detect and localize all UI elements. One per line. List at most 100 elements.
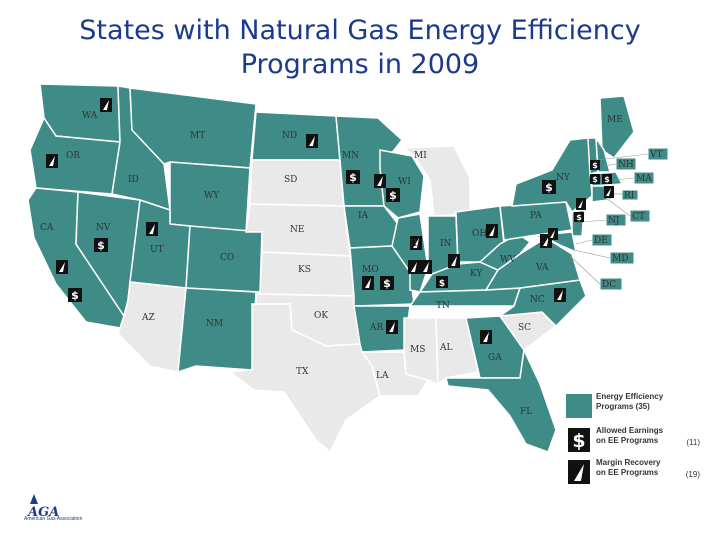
dollar-icon: $ <box>94 238 108 252</box>
leaf-icon <box>566 460 592 484</box>
label-ga: GA <box>488 353 502 363</box>
label-ia: IA <box>358 211 369 221</box>
state-al <box>435 317 479 386</box>
label-mo: MO <box>362 265 379 275</box>
label-il: IL <box>410 239 420 249</box>
aga-logo-name: American Gas Association <box>24 516 83 522</box>
state-tx <box>227 303 381 454</box>
legend-margin: Margin Recovery on EE Programs (19) <box>566 456 720 488</box>
state-ar <box>353 305 411 353</box>
leaf-icon <box>408 260 420 274</box>
svg-text:$: $ <box>592 161 598 170</box>
leaf-icon <box>448 254 460 268</box>
label-fl: FL <box>520 407 532 417</box>
state-me <box>599 95 635 160</box>
legend-margin-line-1: Margin Recovery <box>596 458 661 467</box>
dollar-icon: $ <box>68 288 82 302</box>
label-va: VA <box>535 263 549 273</box>
svg-text:$: $ <box>604 175 610 184</box>
svg-text:$: $ <box>389 189 397 202</box>
label-md: MD <box>612 254 628 264</box>
leaf-icon <box>146 222 158 236</box>
callout-leaders <box>569 153 649 285</box>
label-nc: NC <box>530 295 545 305</box>
legend-program-line-1: Energy Efficiency <box>596 392 664 401</box>
leaf-icon <box>362 276 374 290</box>
leaf-icon <box>306 134 318 148</box>
leaf-icon <box>46 154 58 168</box>
svg-text:$: $ <box>383 277 391 290</box>
state-az <box>117 281 187 373</box>
leaf-icon <box>56 260 68 274</box>
leaf-icon <box>410 236 422 250</box>
label-mt: MT <box>190 131 205 141</box>
label-al: AL <box>439 343 452 353</box>
svg-text:$: $ <box>439 279 445 289</box>
label-ri: RI <box>624 191 635 201</box>
label-pa: PA <box>530 211 542 221</box>
label-nv: NV <box>96 223 111 233</box>
label-co: CO <box>220 253 234 263</box>
dollar-icon: $ <box>346 170 360 184</box>
label-me: ME <box>607 115 623 125</box>
label-de: DE <box>594 236 608 246</box>
legend-teal-swatch <box>566 394 592 418</box>
label-oh: OH <box>472 229 487 239</box>
label-tn: TN <box>436 301 450 311</box>
label-la: LA <box>376 371 389 381</box>
label-sd: SD <box>284 175 297 185</box>
label-wy: WY <box>204 191 220 201</box>
label-nd: ND <box>282 131 297 141</box>
leaf-icon <box>420 260 432 274</box>
label-wi: WI <box>398 177 411 187</box>
state-ia <box>343 205 399 249</box>
legend-margin-line-2: on EE Programs <box>596 468 659 477</box>
title-line-2: Programs in 2009 <box>240 49 480 80</box>
legend-earnings-text: Allowed Earnings on EE Programs <box>596 426 663 446</box>
label-sc: SC <box>518 323 531 333</box>
legend-earnings-line-1: Allowed Earnings <box>596 426 664 435</box>
label-nm: NM <box>206 319 223 329</box>
label-ks: KS <box>298 265 311 275</box>
dollar-icon: $ <box>602 174 612 184</box>
dollar-icon: $ <box>566 428 592 452</box>
dollar-icon: $ <box>574 212 584 222</box>
label-nj: NJ <box>608 216 620 226</box>
leaf-icon <box>554 288 566 302</box>
label-ma: MA <box>636 174 652 184</box>
label-or: OR <box>66 151 80 161</box>
leaf-icon <box>548 228 558 240</box>
leaf-icon <box>480 330 492 344</box>
label-in: IN <box>440 239 452 249</box>
state-va <box>484 237 581 291</box>
label-mn: MN <box>342 151 359 161</box>
state-mi <box>401 145 471 217</box>
legend-program-line-2: Programs (35) <box>596 402 650 411</box>
label-ny: NY <box>556 173 571 183</box>
label-ms: MS <box>410 345 425 355</box>
label-wv: WV <box>500 255 516 265</box>
title-line-1: States with Natural Gas Energy Efficienc… <box>79 15 641 46</box>
leaf-icon <box>604 186 614 198</box>
svg-text:$: $ <box>71 289 79 302</box>
dollar-icon: $ <box>380 276 394 290</box>
label-id: ID <box>128 175 139 185</box>
legend-earnings-line-2: on EE Programs <box>596 436 659 445</box>
dollar-icon: $ <box>590 174 600 184</box>
legend-earnings: $ Allowed Earnings on EE Programs (11) <box>566 424 720 456</box>
leaf-icon <box>486 224 498 238</box>
svg-text:$: $ <box>576 213 582 222</box>
state-labels: WA OR CA NV ID MT WY UT CO AZ NM ND SD N… <box>40 111 663 417</box>
leaf-icon <box>386 320 398 334</box>
legend-program: Energy Efficiency Programs (35) <box>566 390 720 422</box>
allowed-earnings-icons: $ $ $ $ $ $ $ $ $ $ $ <box>68 160 612 302</box>
dollar-icon: $ <box>386 188 400 202</box>
state-nm <box>177 287 257 374</box>
label-wa: WA <box>82 111 98 121</box>
leaf-icon <box>100 98 112 112</box>
label-nh: NH <box>618 160 634 170</box>
label-tx: TX <box>296 367 309 377</box>
dollar-icon: $ <box>590 160 600 170</box>
label-dc: DC <box>602 280 616 290</box>
map-shapes <box>27 83 635 454</box>
